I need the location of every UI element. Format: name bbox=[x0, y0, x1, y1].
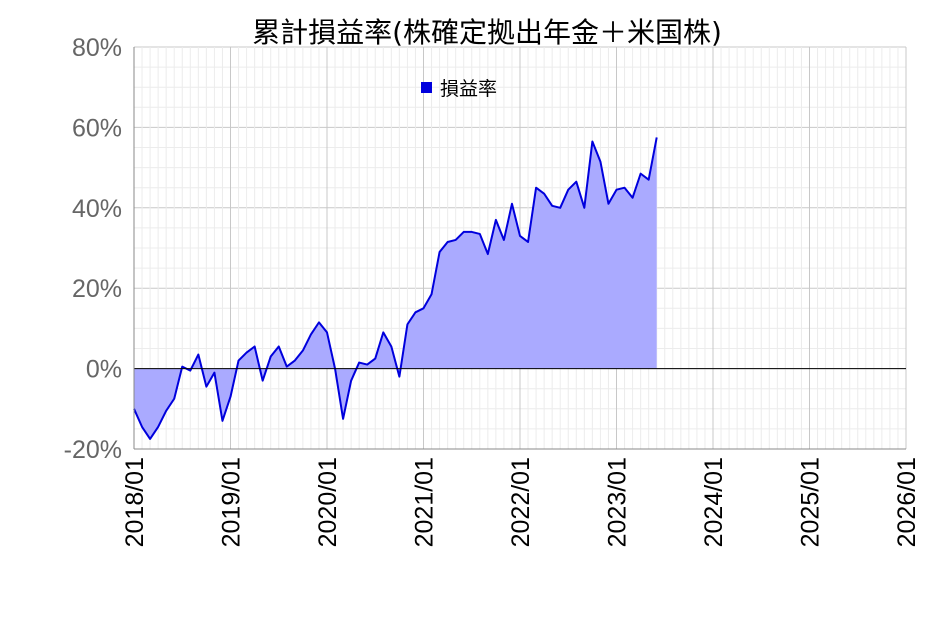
y-tick-label: 20% bbox=[72, 275, 122, 303]
y-tick-labels: -20% 0% 20% 40% 60% 80% bbox=[64, 34, 122, 464]
series-area-fill bbox=[134, 137, 657, 439]
x-tick-label: 2018/01 bbox=[121, 457, 149, 547]
x-tick-label: 2026/01 bbox=[893, 457, 921, 547]
legend-label: 損益率 bbox=[440, 78, 497, 100]
x-tick-label: 2020/01 bbox=[314, 457, 342, 547]
chart-title: 累計損益率(株確定拠出年金＋米国株) bbox=[252, 16, 722, 49]
x-tick-label: 2022/01 bbox=[507, 457, 535, 547]
y-tick-label: 0% bbox=[86, 356, 122, 384]
legend-swatch bbox=[421, 82, 432, 93]
y-tick-label: -20% bbox=[64, 436, 122, 464]
axes bbox=[133, 47, 906, 450]
x-tick-label: 2023/01 bbox=[604, 457, 632, 547]
y-tick-label: 40% bbox=[72, 195, 122, 223]
x-tick-label: 2025/01 bbox=[797, 457, 825, 547]
x-tick-label: 2024/01 bbox=[700, 457, 728, 547]
series-line bbox=[133, 137, 658, 440]
y-tick-label: 60% bbox=[72, 114, 122, 142]
legend: 損益率 bbox=[421, 78, 497, 100]
y-tick-label: 80% bbox=[72, 34, 122, 62]
x-tick-label: 2019/01 bbox=[218, 457, 246, 547]
x-tick-labels: 2018/01 2019/01 2020/01 2021/01 2022/01 2023/… bbox=[121, 457, 921, 547]
x-tick-label: 2021/01 bbox=[411, 457, 439, 547]
